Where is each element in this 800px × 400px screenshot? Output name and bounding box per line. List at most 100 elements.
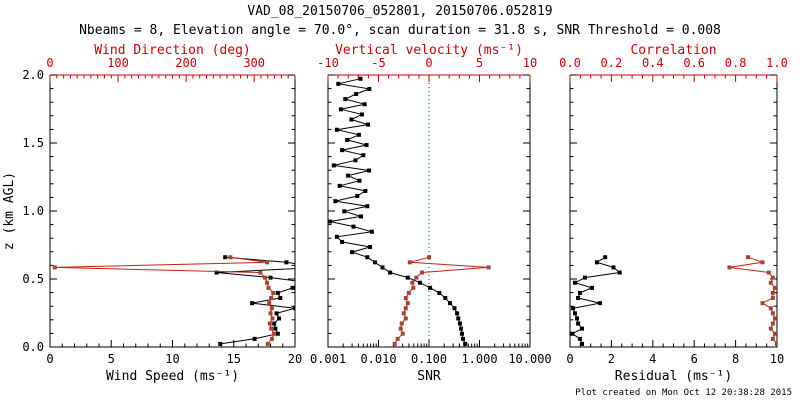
- marker-residual-profile: [572, 280, 577, 285]
- marker-wind-speed: [272, 321, 277, 326]
- marker-wind-direction: [269, 306, 274, 311]
- marker-snr-profile: [354, 92, 359, 97]
- marker-snr-profile: [455, 311, 460, 316]
- bottom-tick-label: 4: [649, 352, 656, 366]
- marker-vertical-velocity: [398, 326, 403, 331]
- marker-vertical-velocity: [403, 316, 408, 321]
- series-vertical-velocity: [394, 256, 489, 345]
- bottom-tick-label: 10.000: [508, 352, 551, 366]
- marker-correlation-profile: [775, 341, 777, 346]
- marker-residual-profile: [577, 336, 582, 341]
- marker-correlation-profile: [768, 326, 773, 331]
- bottom-tick-label: 0.010: [360, 352, 396, 366]
- marker-vertical-velocity: [403, 296, 408, 301]
- marker-correlation-profile: [770, 311, 775, 316]
- marker-wind-direction: [271, 331, 276, 336]
- top-tick-label: 100: [107, 56, 129, 70]
- marker-snr-profile: [369, 229, 374, 234]
- marker-snr-profile: [363, 188, 368, 193]
- marker-wind-direction: [265, 260, 270, 265]
- bottom-tick-label: 6: [691, 352, 698, 366]
- top-tick-label: 200: [175, 56, 197, 70]
- marker-snr-profile: [345, 137, 350, 142]
- marker-correlation-profile: [746, 255, 751, 260]
- series-residual-profile: [571, 256, 621, 345]
- marker-wind-direction: [269, 296, 274, 301]
- marker-vertical-velocity: [407, 260, 412, 265]
- marker-snr-profile: [417, 280, 422, 285]
- marker-snr-profile: [356, 132, 361, 137]
- marker-vertical-velocity: [400, 331, 405, 336]
- marker-vertical-velocity: [399, 321, 404, 326]
- marker-residual-profile: [580, 341, 585, 346]
- marker-residual-profile: [577, 290, 582, 295]
- top-tick-label: 10: [523, 56, 537, 70]
- marker-correlation-profile: [772, 285, 777, 290]
- marker-residual-profile: [582, 275, 587, 280]
- marker-correlation-profile: [772, 331, 777, 336]
- marker-wind-speed: [274, 311, 279, 316]
- marker-snr-profile: [367, 86, 372, 91]
- marker-residual-profile: [576, 321, 581, 326]
- bottom-tick-label: 0.100: [411, 352, 447, 366]
- marker-residual-profile: [571, 306, 576, 311]
- marker-snr-profile: [334, 127, 339, 132]
- marker-wind-direction: [266, 285, 271, 290]
- marker-wind-speed: [284, 260, 289, 265]
- marker-snr-profile: [359, 112, 364, 117]
- marker-snr-profile: [340, 148, 345, 153]
- marker-residual-profile: [575, 316, 580, 321]
- top-axis-title: Correlation: [630, 43, 716, 58]
- marker-correlation-profile: [770, 321, 775, 326]
- marker-wind-speed: [275, 290, 280, 295]
- bottom-tick-label: 10: [770, 352, 784, 366]
- marker-snr-profile: [358, 214, 363, 219]
- marker-snr-profile: [364, 143, 369, 148]
- marker-snr-profile: [459, 331, 464, 336]
- marker-snr-profile: [447, 301, 452, 306]
- marker-residual-profile: [580, 326, 585, 331]
- marker-wind-direction: [258, 270, 263, 275]
- marker-correlation-profile: [766, 270, 771, 275]
- marker-snr-profile: [336, 81, 341, 86]
- marker-wind-direction: [228, 255, 233, 260]
- marker-vertical-velocity: [405, 301, 410, 306]
- marker-wind-direction: [268, 311, 273, 316]
- marker-vertical-velocity: [403, 306, 408, 311]
- marker-wind-speed: [268, 275, 273, 280]
- marker-wind-direction: [271, 290, 276, 295]
- y-tick-label: 0.5: [22, 272, 44, 286]
- marker-snr-profile: [337, 183, 342, 188]
- marker-snr-profile: [443, 296, 448, 301]
- series-wind-direction: [54, 256, 275, 345]
- top-tick-label: 0: [46, 56, 53, 70]
- marker-snr-profile: [437, 290, 442, 295]
- marker-vertical-velocity: [406, 290, 411, 295]
- top-axis-title: Wind Direction (deg): [94, 43, 251, 58]
- marker-correlation-profile: [772, 316, 777, 321]
- marker-snr-profile: [366, 122, 371, 127]
- top-tick-label: 0: [425, 56, 432, 70]
- marker-snr-profile: [463, 341, 468, 346]
- marker-vertical-velocity: [411, 285, 416, 290]
- top-tick-label: 0.4: [642, 56, 664, 70]
- marker-snr-profile: [342, 209, 347, 214]
- marker-snr-profile: [361, 153, 366, 158]
- y-tick-label: 2.0: [22, 68, 44, 82]
- top-tick-label: 0.2: [601, 56, 623, 70]
- bottom-tick-label: 20: [288, 352, 302, 366]
- marker-snr-profile: [362, 102, 367, 107]
- marker-wind-speed: [278, 296, 283, 301]
- bottom-tick-label: 0.001: [310, 352, 346, 366]
- marker-snr-profile: [380, 265, 385, 270]
- bottom-axis-title: SNR: [417, 369, 441, 384]
- marker-correlation-profile: [760, 301, 765, 306]
- y-tick-label: 1.0: [22, 204, 44, 218]
- bottom-tick-label: 2: [608, 352, 615, 366]
- marker-wind-speed: [223, 255, 228, 260]
- panel-residual: 0 2 4 6 8 10 Residual (ms⁻¹) 0.0 0.2 0.4 0.6 0.8 1.0…: [559, 43, 788, 384]
- marker-correlation-profile: [770, 296, 775, 301]
- marker-wind-speed: [214, 270, 219, 275]
- marker-snr-profile: [340, 239, 345, 244]
